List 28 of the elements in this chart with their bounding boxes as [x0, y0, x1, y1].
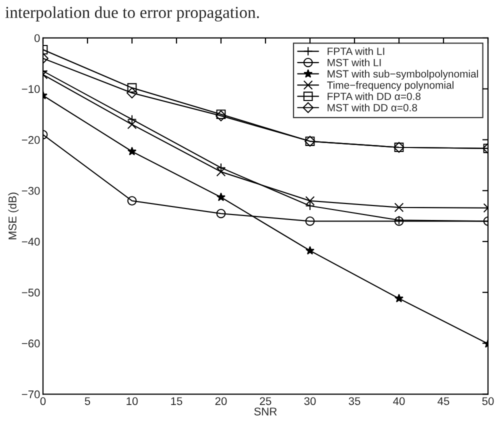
- y-tick-label: −40: [22, 238, 40, 246]
- y-tick-label: −70: [22, 390, 40, 398]
- x-tick-label: 25: [260, 397, 272, 406]
- x-axis-title: SNR: [254, 408, 277, 416]
- x-tick-label: 45: [438, 397, 450, 406]
- text: interpolation due to error propagation.: [5, 6, 259, 22]
- legend-label: MST with DD α=0.8: [328, 104, 418, 112]
- x-tick-label: 10: [126, 397, 138, 406]
- x-tick-label: 0: [40, 397, 46, 406]
- legend-label: MST with LI: [328, 58, 381, 66]
- legend-label: MST with sub−symbolpolynomial: [328, 70, 478, 80]
- x-tick-label: 15: [171, 397, 182, 406]
- y-tick-label: −10: [22, 85, 40, 93]
- y-axis-title: MSE (dB): [8, 192, 19, 240]
- x-tick-label: 30: [304, 397, 316, 406]
- x-tick-label: 5: [84, 397, 90, 406]
- x-tick-label: 40: [393, 397, 405, 406]
- x-tick-label: 20: [215, 397, 227, 406]
- x-tick-label: 35: [348, 397, 360, 406]
- legend-label: FPTA with LI: [328, 47, 384, 55]
- y-tick-label: −60: [22, 340, 40, 348]
- y-tick-label: −30: [22, 186, 40, 195]
- legend-label: FPTA with DD α=0.8: [328, 92, 421, 100]
- y-tick-label: 0: [34, 34, 40, 42]
- legend-label: Time−frequency polynomial: [327, 81, 454, 91]
- y-tick-label: −20: [22, 136, 40, 144]
- y-tick-label: −50: [22, 288, 40, 297]
- x-tick-label: 50: [482, 397, 494, 406]
